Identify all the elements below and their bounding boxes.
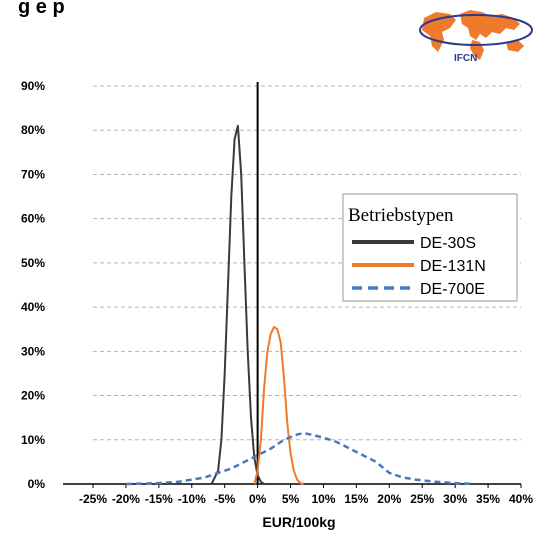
legend-label: DE-700E [420,281,485,298]
x-tick-label: 20% [377,492,401,506]
x-tick-label: -25% [79,492,107,506]
series-line [210,124,265,485]
legend-box [342,193,518,302]
y-tick-label: 90% [21,79,45,93]
x-tick-label: -15% [145,492,173,506]
x-tick-label: 5% [282,492,300,506]
x-tick-label: 25% [410,492,434,506]
legend-title: Betriebstypen [348,205,454,226]
series-line [125,431,475,486]
x-tick-label: -5% [214,492,236,506]
x-tick-label: 35% [476,492,500,506]
x-tick-label: 10% [311,492,335,506]
x-tick-label: 40% [509,492,533,506]
y-tick-label: 80% [21,123,45,137]
page-title: g e p [18,0,65,18]
legend-label: DE-30S [420,235,476,252]
x-axis-title: EUR/100kg [262,514,335,530]
series-line [253,326,304,485]
y-tick-label: 60% [21,212,45,226]
y-tick-label: 40% [21,300,45,314]
series-lines [125,124,475,486]
grid-lines [93,85,521,441]
logo-text: IFCN [454,53,477,64]
x-tick-label: 15% [344,492,368,506]
y-tick-label: 20% [21,389,45,403]
legend-label: DE-131N [420,258,486,275]
world-map-icon [419,10,533,60]
y-tick-label: 0% [28,477,46,491]
y-tick-label: 50% [21,256,45,270]
y-tick-label: 10% [21,433,45,447]
legend: Betriebstypen DE-30S DE-131N DE-700E [342,193,518,302]
x-tick-label: 30% [443,492,467,506]
y-axis-ticks: 0% 10% 20% 30% 40% 50% 60% 70% 80% 90% [21,79,45,491]
x-tick-label: 0% [249,492,267,506]
x-axis-ticks: -25% -20% -15% -10% -5% 0% 5% 10% 15% 20% 25% 30% 35… [79,484,533,506]
ifcn-logo: IFCN [419,10,533,64]
y-tick-label: 70% [21,167,45,181]
x-tick-label: -20% [112,492,140,506]
y-tick-label: 30% [21,344,45,358]
x-tick-label: -10% [178,492,206,506]
